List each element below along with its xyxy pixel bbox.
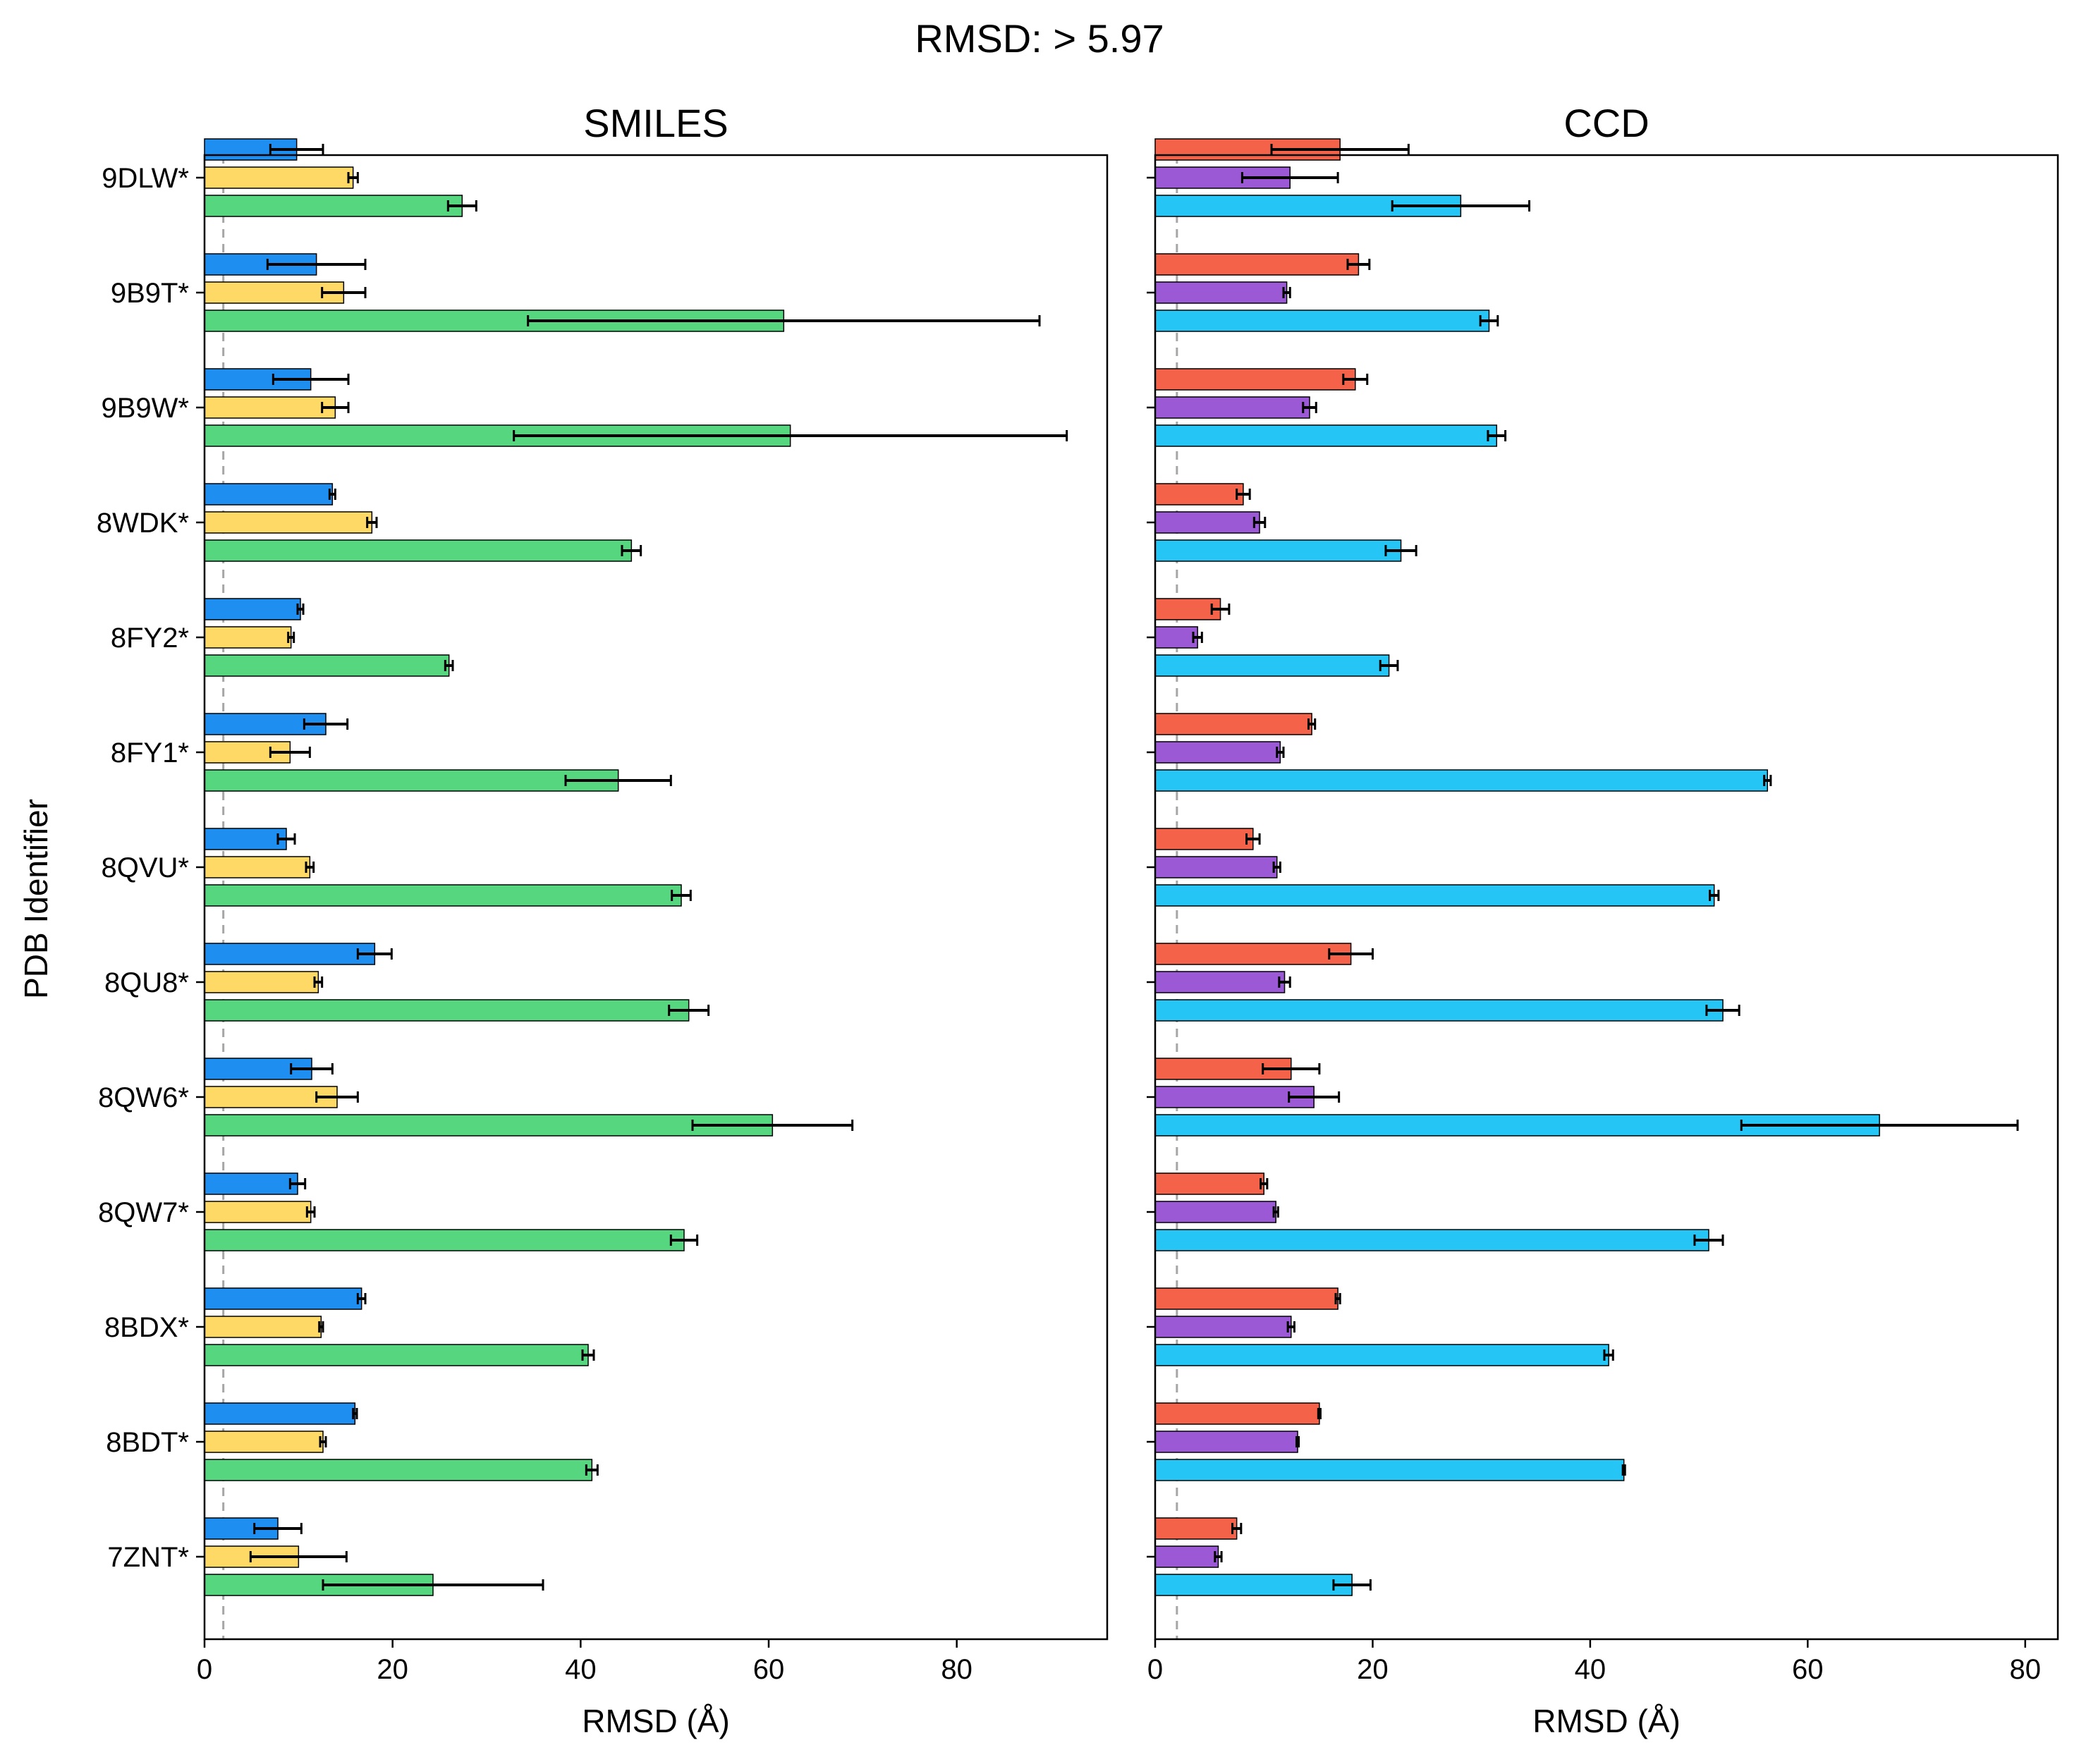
bar	[204, 1114, 774, 1137]
bar	[1154, 943, 1352, 965]
bar	[1154, 1431, 1298, 1453]
bar	[204, 511, 373, 534]
y-tick-label: 8BDT*	[106, 1427, 189, 1458]
bar	[204, 856, 311, 878]
axes-frame	[203, 154, 1109, 1641]
x-tick-label: 0	[197, 1654, 212, 1685]
y-axis-title: PDB Identifier	[18, 799, 54, 999]
x-tick-label: 40	[565, 1654, 597, 1685]
bar	[1154, 1344, 1609, 1366]
y-tick-label: 9B9T*	[111, 278, 189, 309]
x-tick-label: 60	[753, 1654, 785, 1685]
bar	[204, 1287, 362, 1310]
bar	[1154, 539, 1402, 562]
y-tick-label: 8QU8*	[104, 967, 189, 998]
bar	[1154, 1201, 1276, 1223]
x-tick-label: 40	[1575, 1654, 1606, 1685]
bar	[204, 1086, 338, 1108]
panel-smiles: 9DLW* 9B9T* 9B9W* 8WDK* 8FY2* 8FY1* 8QVU* 8QU8*…	[97, 101, 1109, 1739]
bar	[204, 1172, 298, 1195]
x-tick-label: 80	[2009, 1654, 2041, 1685]
y-tick-label: 8FY2*	[111, 623, 189, 654]
bar	[1154, 310, 1490, 332]
y-tick-label: 8QVU*	[102, 852, 190, 883]
x-axis-title: RMSD (Å)	[1532, 1703, 1681, 1739]
bar	[1154, 138, 1341, 161]
bar	[1154, 368, 1356, 391]
bar	[1154, 856, 1278, 878]
y-tick-label: 8WDK*	[97, 508, 189, 539]
bar	[204, 483, 334, 506]
bar	[1154, 281, 1288, 304]
y-tick-label: 7ZNT*	[107, 1542, 189, 1573]
bar	[204, 999, 690, 1022]
panel-title: CCD	[1563, 101, 1649, 145]
panel-title: SMILES	[583, 101, 728, 145]
bar	[204, 828, 287, 850]
bar	[1154, 424, 1497, 447]
bar	[1154, 626, 1198, 649]
bar	[204, 598, 301, 620]
x-tick-label: 20	[377, 1654, 408, 1685]
bar	[204, 769, 619, 792]
bar	[204, 943, 376, 965]
bar	[1154, 971, 1286, 993]
bar	[1154, 1574, 1353, 1596]
bar	[1154, 1316, 1292, 1338]
bar	[1154, 1172, 1264, 1195]
bar	[1154, 1459, 1625, 1481]
bar	[1154, 1402, 1320, 1425]
bar	[1154, 828, 1254, 850]
y-tick-label: 8FY1*	[111, 737, 189, 768]
bar	[204, 884, 682, 907]
panel-ccd: 0 20 40 60 80 RMSD (Å) CCD	[1147, 101, 2059, 1739]
panels: 9DLW* 9B9T* 9B9W* 8WDK* 8FY2* 8FY1* 8QVU* 8QU8*…	[97, 101, 2059, 1739]
y-tick-label: 8QW6*	[98, 1082, 189, 1113]
bar	[1154, 1229, 1709, 1251]
bar	[204, 971, 319, 993]
bar	[1154, 396, 1310, 419]
bar	[1154, 741, 1281, 764]
bar	[1154, 884, 1715, 907]
bar	[204, 1229, 685, 1251]
bar	[204, 654, 450, 677]
bar	[1154, 1287, 1339, 1310]
bar	[1154, 1517, 1238, 1540]
bar	[204, 1344, 589, 1366]
x-tick-label: 0	[1147, 1654, 1163, 1685]
bar	[1154, 713, 1312, 735]
bar	[204, 1402, 356, 1425]
bar	[1154, 598, 1221, 620]
bar	[1154, 769, 1768, 792]
bar	[1154, 511, 1260, 534]
x-tick-label: 20	[1357, 1654, 1389, 1685]
x-tick-label: 60	[1792, 1654, 1824, 1685]
bar	[204, 281, 345, 304]
bar	[204, 626, 292, 649]
axes-frame	[1154, 154, 2059, 1641]
x-tick-label: 80	[941, 1654, 973, 1685]
y-tick-label: 8BDX*	[104, 1312, 189, 1343]
bar	[1154, 999, 1724, 1022]
y-tick-label: 9DLW*	[102, 163, 189, 194]
x-axis-title: RMSD (Å)	[582, 1703, 730, 1739]
y-tick-label: 9B9W*	[102, 393, 190, 424]
figure-suptitle: RMSD: > 5.97	[915, 16, 1164, 61]
bar	[204, 396, 336, 419]
bar	[1154, 654, 1390, 677]
bar	[204, 1431, 324, 1453]
bar	[204, 195, 463, 217]
bar	[1154, 483, 1244, 506]
bar	[1154, 1545, 1219, 1568]
bar	[204, 1201, 312, 1223]
bar	[204, 1316, 322, 1338]
bar	[1154, 253, 1360, 276]
bar	[204, 539, 633, 562]
bar	[204, 166, 354, 189]
bar	[204, 1459, 593, 1481]
y-tick-label: 8QW7*	[98, 1197, 189, 1228]
